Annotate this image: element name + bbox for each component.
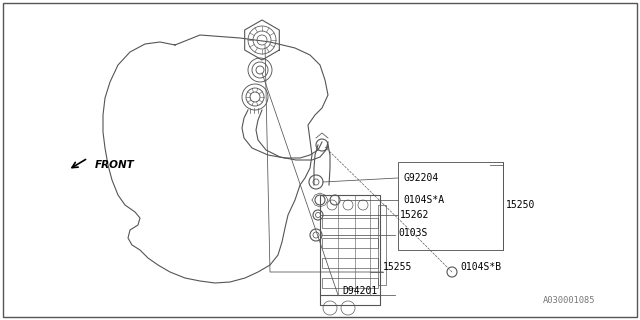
Bar xyxy=(398,162,503,250)
Bar xyxy=(322,218,378,228)
Text: A030001085: A030001085 xyxy=(543,296,595,305)
Text: G92204: G92204 xyxy=(403,173,438,183)
Text: 0103S: 0103S xyxy=(398,228,428,238)
Text: 15255: 15255 xyxy=(383,262,412,272)
Text: 15250: 15250 xyxy=(506,200,536,210)
Bar xyxy=(322,238,378,248)
Text: 0104S*A: 0104S*A xyxy=(403,195,444,205)
Bar xyxy=(322,258,378,268)
Bar xyxy=(322,278,378,288)
Text: FRONT: FRONT xyxy=(95,160,135,170)
Text: D94201: D94201 xyxy=(342,286,377,296)
Bar xyxy=(378,205,386,285)
Bar xyxy=(320,195,380,295)
Text: 0104S*B: 0104S*B xyxy=(460,262,501,272)
Text: 15262: 15262 xyxy=(400,210,429,220)
